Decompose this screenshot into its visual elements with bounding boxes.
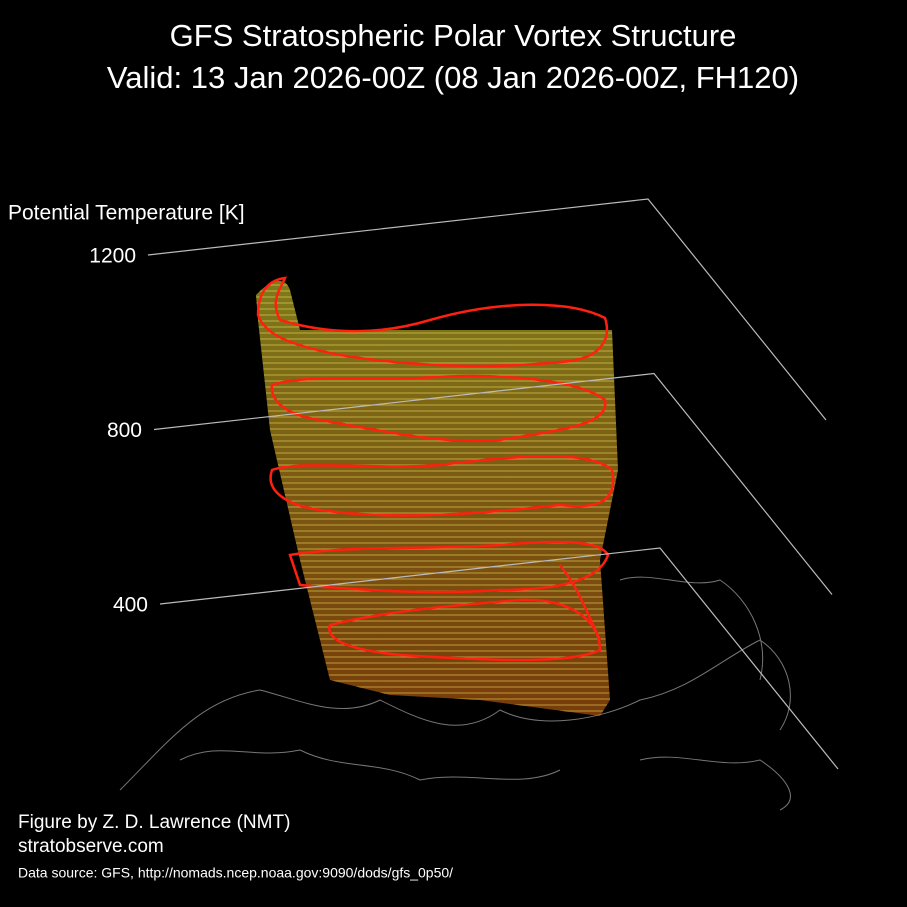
map-outline (119, 576, 791, 811)
data-source: Data source: GFS, http://nomads.ncep.noa… (18, 865, 453, 881)
credit: Figure by Z. D. Lawrence (NMT) (18, 812, 290, 833)
credit: stratobserve.com (18, 836, 164, 857)
vortex (256, 276, 618, 716)
z-axis-label: Potential Temperature [K] (8, 202, 245, 225)
grid-plane (153, 372, 833, 595)
grid-plane (147, 198, 827, 421)
grid-plane (159, 547, 839, 770)
chart-title: GFS Stratospheric Polar Vortex Structure (170, 18, 737, 53)
z-tick-label: 800 (107, 419, 142, 442)
z-tick-label: 1200 (89, 245, 136, 268)
chart-subtitle: Valid: 13 Jan 2026-00Z (08 Jan 2026-00Z,… (107, 60, 799, 95)
z-tick-label: 400 (113, 594, 148, 617)
